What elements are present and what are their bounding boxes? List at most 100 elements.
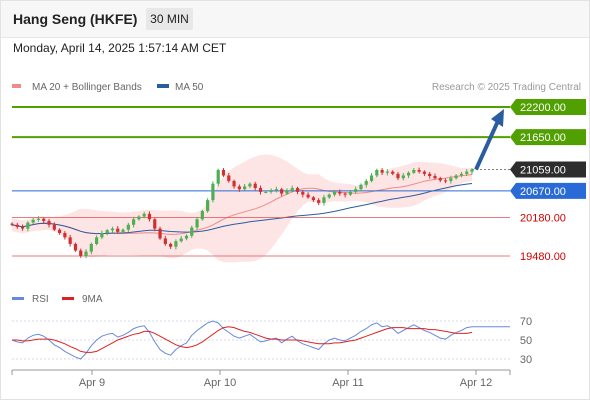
candle-body — [57, 229, 62, 233]
x-tick-label: Apr 11 — [332, 377, 364, 389]
candle-body — [206, 200, 210, 212]
candle-body — [385, 171, 390, 173]
candle-body — [380, 169, 384, 173]
rsi-legend-swatch — [12, 297, 24, 300]
x-axis: Apr 9 Apr 10 Apr 11 Apr 12 — [11, 369, 511, 389]
level-label: 21650.00 — [520, 132, 566, 144]
rsi-tick-label: 70 — [520, 316, 532, 328]
candle-body — [105, 230, 109, 233]
candle-body — [443, 180, 448, 182]
ma50-line — [11, 183, 473, 235]
candle-body — [401, 175, 405, 179]
level-labels: 22200.00 21650.00 21059.00 20670.00 20180.00… — [510, 99, 586, 263]
ma50-legend-swatch — [157, 84, 169, 88]
candle-body — [89, 243, 93, 252]
level-label: 22200.00 — [520, 102, 566, 114]
x-tick-label: Apr 10 — [204, 377, 236, 389]
candle-body — [147, 213, 152, 220]
candle-body — [290, 188, 294, 191]
candle-body — [322, 197, 326, 203]
rsi-tick-label: 50 — [520, 335, 532, 347]
candle-body — [449, 178, 453, 181]
rsi-tick-label: 30 — [520, 354, 532, 366]
candle-body — [158, 228, 162, 239]
candle-body — [232, 180, 236, 187]
rsi-ma9-line — [12, 326, 473, 353]
candle-body — [137, 216, 141, 220]
candle-body — [359, 184, 363, 190]
candle-body — [10, 223, 14, 225]
candle-body — [237, 186, 241, 190]
candle-body — [195, 219, 199, 228]
candle-body — [306, 194, 310, 198]
trend-arrow-head — [491, 109, 504, 127]
level-tag-resistance — [510, 129, 586, 146]
candle-body — [132, 219, 136, 225]
ma50-legend-label: MA 50 — [175, 82, 204, 93]
candle-body — [36, 218, 41, 220]
candle-body — [422, 171, 427, 174]
candle-body — [153, 219, 157, 229]
candle-body — [338, 191, 342, 194]
bollinger-band-area — [12, 154, 472, 263]
candle-body — [221, 169, 226, 176]
ma9-legend-swatch — [62, 297, 74, 300]
x-tick-label: Apr 9 — [79, 377, 105, 389]
candle-body — [216, 169, 220, 184]
rsi-line — [11, 320, 473, 360]
candle-body — [258, 188, 263, 192]
candle-body — [68, 237, 72, 244]
candle-body — [190, 227, 194, 236]
candle-body — [116, 228, 120, 232]
candle-body — [396, 173, 400, 179]
candle-body — [227, 175, 231, 181]
trend-arrow — [474, 109, 504, 171]
candle-body — [274, 189, 278, 191]
candle-body — [63, 232, 67, 238]
datetime-label: Monday, April 14, 2025 1:57:14 AM CET — [13, 41, 227, 55]
candle-body — [79, 250, 83, 256]
candle-body — [174, 241, 178, 247]
bollinger-bands — [11, 154, 473, 263]
research-credit: Research © 2025 Trading Central — [432, 82, 581, 93]
price-levels — [12, 106, 510, 257]
candle-body — [47, 220, 51, 225]
candle-body — [52, 224, 56, 230]
candle-body — [391, 171, 395, 174]
rsi-panel: 70 50 30 — [11, 316, 532, 366]
candle-body — [470, 169, 474, 172]
level-label: 20670.00 — [520, 186, 566, 198]
candle-body — [327, 194, 331, 198]
candle-body — [84, 251, 88, 256]
candle-body — [269, 190, 273, 192]
level-label: 19480.00 — [520, 251, 566, 263]
candle-body — [364, 180, 368, 185]
candle-body — [406, 172, 411, 176]
candle-body — [110, 228, 115, 231]
bollinger-legend-label: MA 20 + Bollinger Bands — [32, 82, 142, 93]
level-tag-pivot — [510, 182, 586, 199]
level-label: 21059.00 — [520, 165, 566, 177]
timeframe-badge[interactable]: 30 MIN — [146, 8, 193, 30]
candle-body — [343, 193, 347, 195]
x-tick-label: Apr 12 — [460, 377, 492, 389]
candle-body — [428, 173, 432, 177]
trend-arrow-shaft — [474, 120, 500, 171]
candle-body — [15, 224, 19, 227]
candle-body — [142, 213, 146, 217]
candle-body — [94, 237, 99, 244]
candle-body — [243, 186, 247, 190]
candle-body — [163, 238, 167, 244]
candle-body — [348, 191, 352, 195]
candle-body — [295, 188, 300, 192]
candle-body — [248, 183, 252, 187]
candle-body — [454, 175, 458, 179]
candle-body — [42, 218, 46, 221]
candle-body — [317, 200, 321, 203]
candle-body — [184, 235, 189, 239]
candle-body — [433, 176, 437, 179]
candle-body — [253, 183, 257, 189]
instrument-title: Hang Seng (HKFE) — [13, 11, 138, 27]
candle-body — [375, 169, 379, 176]
candle-body — [438, 178, 442, 181]
